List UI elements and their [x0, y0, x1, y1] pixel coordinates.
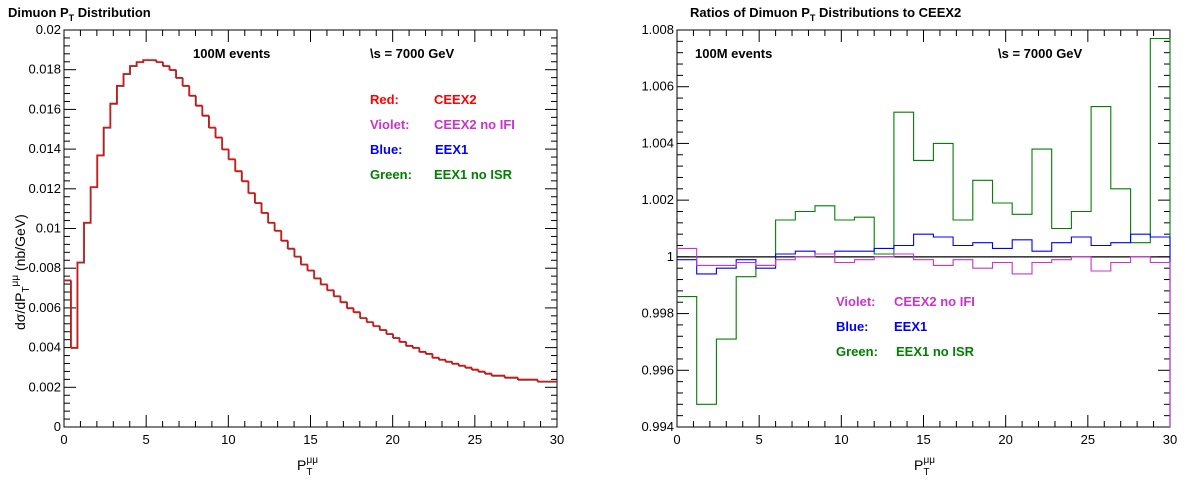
y-tick-label: 0.994: [641, 419, 674, 434]
right-energy-label: \s = 7000 GeV: [998, 46, 1083, 61]
x-tick-label: 10: [834, 432, 848, 447]
y-tick-label: 0.002: [28, 379, 61, 394]
x-tick-label: 25: [1081, 432, 1095, 447]
x-tick-label: 15: [916, 432, 930, 447]
legend-key: Blue:: [370, 142, 403, 157]
y-tick-label: 1.006: [641, 79, 674, 94]
left-legend: Red: CEEX2 Violet: CEEX2 no IFI Blue: EEX1 Gre…: [370, 92, 515, 182]
left-axes: 0 5 10 15 20 25 30 0 0.002 0.004 0.006 0.008 0.01 0.0…: [28, 22, 564, 447]
y-tick-label: 0.012: [28, 181, 61, 196]
left-x-axis-label: PTμμ: [297, 455, 318, 478]
legend-label: EEX1: [894, 319, 927, 334]
right-axes: 0 5 10 15 20 25 30 0.994 0.996 0.998 1 1.002 1.004 1.…: [641, 22, 1177, 447]
right-plot-frame: [676, 29, 1171, 428]
y-tick-label: 1.008: [641, 22, 674, 37]
y-tick-label: 0.006: [28, 300, 61, 315]
legend-key: Violet:: [836, 294, 876, 309]
legend-label: EEX1 no ISR: [434, 167, 513, 182]
x-tick-label: 30: [1163, 432, 1177, 447]
series-line-ceex2: [64, 59, 557, 382]
x-tick-label: 0: [60, 432, 67, 447]
right-legend: Violet: CEEX2 no IFI Blue: EEX1 Green: EEX1 n…: [836, 294, 975, 359]
left-panel: Dimuon PT Distribution 0 5 10 15 20 25 30 0 0.00…: [8, 5, 564, 478]
x-tick-label: 5: [143, 432, 150, 447]
legend-key: Green:: [836, 344, 878, 359]
x-tick-label: 30: [550, 432, 564, 447]
y-tick-label: 0.996: [641, 362, 674, 377]
y-tick-label: 0.004: [28, 340, 61, 355]
left-plot-frame: [63, 29, 558, 428]
y-tick-label: 0.014: [28, 141, 61, 156]
right-x-axis-label: PTμμ: [914, 455, 935, 478]
x-tick-label: 15: [303, 432, 317, 447]
y-tick-label: 1.002: [641, 192, 674, 207]
legend-label: CEEX2: [434, 92, 477, 107]
series-line-ceex2-no-ifi: [677, 247, 1171, 427]
legend-key: Red:: [370, 92, 399, 107]
y-tick-label: 1: [667, 249, 674, 264]
x-tick-label: 10: [221, 432, 235, 447]
legend-label: EEX1: [435, 142, 468, 157]
legend-key: Violet:: [370, 117, 410, 132]
right-series: [677, 37, 1171, 427]
x-tick-label: 20: [998, 432, 1012, 447]
left-events-label: 100M events: [193, 46, 270, 61]
x-tick-label: 0: [673, 432, 680, 447]
y-tick-label: 0.008: [28, 260, 61, 275]
legend-key: Green:: [370, 167, 412, 182]
series-line-shadow: [64, 60, 558, 383]
y-tick-label: 0.01: [36, 221, 61, 236]
left-series: [64, 59, 558, 383]
y-tick-label: 0.018: [28, 62, 61, 77]
series-line-eex1-no-isr: [677, 37, 1171, 427]
legend-key: Blue:: [836, 319, 869, 334]
legend-label: CEEX2 no IFI: [894, 294, 975, 309]
y-tick-label: 0.016: [28, 101, 61, 116]
series-line-eex1: [677, 233, 1171, 427]
right-chart-title: Ratios of Dimuon PT Distributions to CEE…: [690, 5, 961, 23]
left-chart-title: Dimuon PT Distribution: [8, 5, 151, 23]
x-tick-label: 20: [385, 432, 399, 447]
x-tick-label: 25: [468, 432, 482, 447]
left-y-axis-label: dσ/dPTμμ (nb/GeV): [10, 214, 32, 330]
y-tick-label: 0.02: [36, 22, 61, 37]
y-tick-label: 0: [54, 419, 61, 434]
x-tick-label: 5: [756, 432, 763, 447]
legend-label: CEEX2 no IFI: [434, 117, 515, 132]
y-tick-label: 1.004: [641, 135, 674, 150]
legend-label: EEX1 no ISR: [896, 344, 975, 359]
right-panel: Ratios of Dimuon PT Distributions to CEE…: [641, 5, 1177, 478]
y-tick-label: 0.998: [641, 306, 674, 321]
left-energy-label: \s = 7000 GeV: [370, 46, 455, 61]
right-events-label: 100M events: [695, 46, 772, 61]
